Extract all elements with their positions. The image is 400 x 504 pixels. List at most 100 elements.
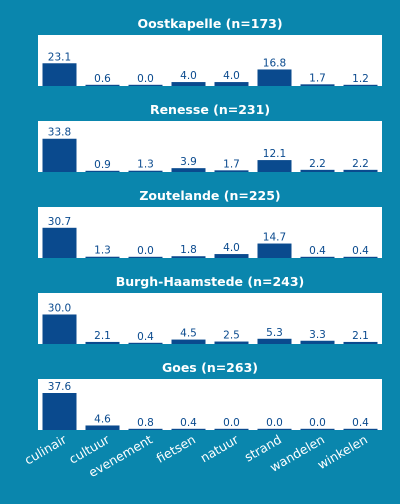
value-label: 30.0 <box>48 302 71 314</box>
value-label: 3.3 <box>309 329 326 341</box>
value-label: 1.2 <box>352 73 369 85</box>
panel-background <box>38 35 382 86</box>
bar-cultuur <box>85 341 120 344</box>
value-label: 3.9 <box>180 156 197 168</box>
value-label: 0.8 <box>137 417 154 429</box>
bar-natuur <box>214 254 249 258</box>
value-label: 0.0 <box>137 73 154 85</box>
value-label: 1.7 <box>309 72 326 84</box>
bar-strand <box>257 243 292 258</box>
value-label: 0.4 <box>352 417 369 429</box>
value-label: 14.7 <box>263 232 286 244</box>
panel-5: Goes (n=263) 37.6 4.6 0.8 0.4 0.0 0.0 0.0 0.4 <box>38 360 382 430</box>
panel-title: Goes (n=263) <box>162 360 258 375</box>
bar-culinair <box>42 227 77 258</box>
value-label: 23.1 <box>48 51 71 63</box>
value-label: 2.2 <box>352 158 369 170</box>
bar-winkelen <box>343 341 378 344</box>
value-label: 4.0 <box>180 70 197 82</box>
bar-fietsen <box>171 339 206 344</box>
panel-3: Zoutelande (n=225) 30.7 1.3 0.0 1.8 4.0 14.7 0.… <box>38 188 382 258</box>
bar-cultuur <box>85 170 120 172</box>
value-label: 0.0 <box>266 417 283 429</box>
bar-evenement <box>128 428 163 430</box>
value-label: 16.8 <box>263 57 286 69</box>
bar-cultuur <box>85 425 120 430</box>
value-label: 4.0 <box>223 70 240 82</box>
panel-background <box>38 379 382 430</box>
panel-background <box>38 207 382 258</box>
value-label: 0.6 <box>94 73 111 85</box>
bar-fietsen <box>171 428 206 430</box>
value-label: 37.6 <box>48 381 72 393</box>
bar-strand <box>257 338 292 344</box>
bar-wandelen <box>300 256 335 258</box>
bar-fietsen <box>171 256 206 258</box>
bar-evenement <box>128 256 163 258</box>
bar-culinair <box>42 63 77 86</box>
bar-evenement <box>128 170 163 172</box>
bar-fietsen <box>171 82 206 86</box>
value-label: 2.1 <box>352 330 369 342</box>
value-label: 0.4 <box>137 331 154 343</box>
value-label: 0.0 <box>223 417 240 429</box>
bar-wandelen <box>300 428 335 430</box>
bar-natuur <box>214 341 249 344</box>
panel-title: Oostkapelle (n=173) <box>137 16 282 31</box>
panel-title: Zoutelande (n=225) <box>139 188 280 203</box>
value-label: 1.7 <box>223 158 240 170</box>
bar-natuur <box>214 428 249 430</box>
value-label: 0.0 <box>137 245 154 257</box>
value-label: 0.9 <box>94 159 111 171</box>
value-label: 1.3 <box>94 245 111 257</box>
value-label: 33.8 <box>48 127 71 139</box>
panel-2: Renesse (n=231) 33.8 0.9 1.3 3.9 1.7 12.1 2.2 2.… <box>38 102 382 172</box>
bar-winkelen <box>343 428 378 430</box>
value-label: 2.2 <box>309 158 326 170</box>
bar-winkelen <box>343 84 378 86</box>
x-tick-label: culinair <box>22 431 70 467</box>
x-tick-label: fietsen <box>154 432 198 466</box>
panel-4: Burgh-Haamstede (n=243) 30.0 2.1 0.4 4.5 2.5 5… <box>38 274 382 344</box>
panel-background <box>38 121 382 172</box>
value-label: 4.6 <box>94 413 111 425</box>
bar-culinair <box>42 393 77 430</box>
panel-background <box>38 293 382 344</box>
bar-wandelen <box>300 84 335 86</box>
bar-evenement <box>128 342 163 344</box>
bar-strand <box>257 428 292 430</box>
panel-1: Oostkapelle (n=173) 23.1 0.6 0.0 4.0 4.0 16.8 1… <box>38 16 382 86</box>
value-label: 2.1 <box>94 330 111 342</box>
panel-title: Burgh-Haamstede (n=243) <box>116 274 305 289</box>
bar-winkelen <box>343 169 378 172</box>
value-label: 12.1 <box>263 148 286 160</box>
bar-strand <box>257 160 292 172</box>
bar-natuur <box>214 170 249 172</box>
value-label: 2.5 <box>223 330 240 342</box>
bar-culinair <box>42 138 77 172</box>
value-label: 4.0 <box>223 242 240 254</box>
panel-title: Renesse (n=231) <box>150 102 270 117</box>
value-label: 0.4 <box>352 245 369 257</box>
bar-cultuur <box>85 84 120 86</box>
x-tick-label: natuur <box>198 431 242 465</box>
bar-fietsen <box>171 168 206 172</box>
bar-natuur <box>214 82 249 86</box>
bar-strand <box>257 69 292 86</box>
bar-winkelen <box>343 256 378 258</box>
bar-wandelen <box>300 340 335 344</box>
value-label: 0.4 <box>309 245 326 257</box>
value-label: 1.8 <box>180 244 197 256</box>
bar-cultuur <box>85 256 120 258</box>
bar-evenement <box>128 84 163 86</box>
bar-culinair <box>42 314 77 344</box>
value-label: 4.5 <box>180 328 197 340</box>
value-label: 1.3 <box>137 159 154 171</box>
value-label: 0.4 <box>180 417 197 429</box>
value-label: 30.7 <box>48 216 71 228</box>
value-label: 0.0 <box>309 417 326 429</box>
value-label: 5.3 <box>266 327 283 339</box>
bar-wandelen <box>300 169 335 172</box>
